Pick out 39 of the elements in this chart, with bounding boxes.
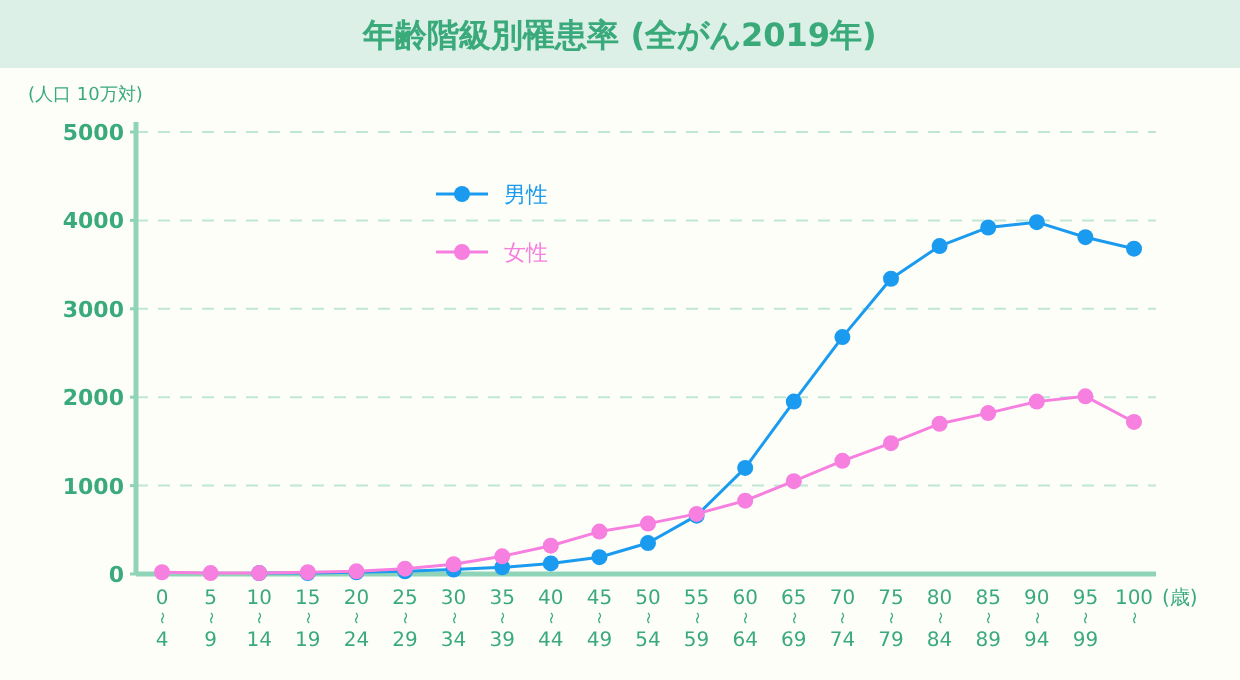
legend-label: 女性 xyxy=(504,240,548,266)
point xyxy=(834,329,851,346)
point xyxy=(202,565,219,582)
x-axis-title: (歳) xyxy=(1162,586,1198,610)
point xyxy=(737,492,754,509)
point xyxy=(542,537,559,554)
point xyxy=(980,405,997,422)
y-tick-label: 0 xyxy=(108,562,125,588)
point xyxy=(883,270,899,287)
point xyxy=(785,473,802,490)
y-tick-label: 5000 xyxy=(62,120,125,146)
point xyxy=(883,435,899,452)
point xyxy=(591,549,608,566)
point xyxy=(1028,214,1045,231)
point xyxy=(1077,388,1094,405)
point xyxy=(834,452,851,469)
point xyxy=(1077,229,1094,246)
point xyxy=(1028,393,1045,410)
point xyxy=(785,393,802,410)
point xyxy=(640,515,656,532)
point xyxy=(640,535,656,552)
point xyxy=(445,556,462,573)
point xyxy=(1126,413,1142,430)
point xyxy=(980,219,997,236)
y-axis-title: (人口 10万対) xyxy=(28,84,143,106)
point xyxy=(542,555,559,572)
y-tick-label: 3000 xyxy=(62,296,125,323)
point xyxy=(931,238,948,255)
point xyxy=(1126,240,1142,257)
y-tick-label: 2000 xyxy=(62,385,125,412)
legend-label: 男性 xyxy=(504,182,548,208)
point xyxy=(591,523,608,540)
y-tick-label: 4000 xyxy=(62,208,125,235)
point xyxy=(737,459,754,476)
point xyxy=(154,564,170,581)
chart-title: 年齢階級別罹患率 (全がん2019年) xyxy=(361,16,877,54)
point xyxy=(494,548,511,565)
y-tick-label: 1000 xyxy=(62,473,125,500)
point xyxy=(931,415,948,432)
